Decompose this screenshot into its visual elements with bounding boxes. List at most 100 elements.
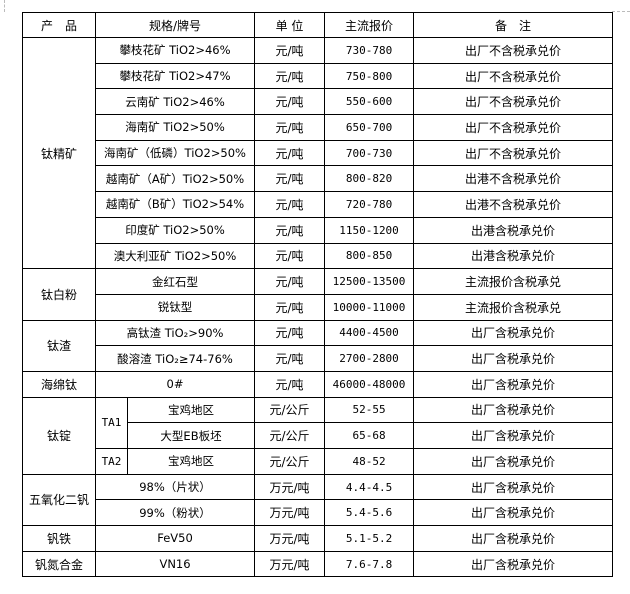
spec-cell: 海南矿（低磷）TiO2>50% (94, 139, 256, 167)
product-cell: 钛渣 (22, 319, 96, 372)
price-cell: 7.6-7.8 (324, 550, 415, 578)
product-cell: 五氧化二钒 (22, 473, 96, 527)
unit-cell: 元/吨 (254, 293, 326, 321)
unit-cell: 元/吨 (254, 242, 326, 270)
unit-cell: 元/公斤 (254, 396, 326, 424)
table-row: 钛渣 高钛渣 TiO₂>90% 元/吨 4400-4500 出厂含税承兑价 (22, 319, 614, 372)
note-cell: 出厂含税承兑价 (413, 473, 614, 501)
unit-cell: 元/吨 (254, 139, 326, 167)
product-cell: 钒氮合金 (22, 550, 96, 578)
note-cell: 出厂含税承兑价 (413, 525, 614, 552)
spec-cell: 锐钛型 (94, 293, 256, 321)
price-cell: 2700-2800 (324, 345, 415, 372)
spec-cell: 金红石型 (94, 268, 256, 295)
price-cell: 730-780 (324, 37, 415, 64)
price-cell: 4400-4500 (324, 319, 415, 347)
spec-cell: 大型EB板坯 (126, 422, 256, 449)
header-spec: 规格/牌号 (94, 12, 256, 38)
note-cell: 出厂含税承兑价 (413, 422, 614, 449)
unit-cell: 元/吨 (254, 114, 326, 141)
spec-cell: 攀枝花矿 TiO2>46% (94, 37, 256, 64)
note-cell: 出厂不含税承兑价 (413, 139, 614, 167)
price-cell: 12500-13500 (324, 268, 415, 295)
unit-cell: 元/吨 (254, 62, 326, 90)
note-cell: 出港不含税承兑价 (413, 165, 614, 193)
note-cell: 主流报价含税承兑 (413, 293, 614, 321)
spec-cell: 云南矿 TiO2>46% (94, 88, 256, 116)
table-row: 印度矿 TiO2>50% 元/吨 1150-1200 出港含税承兑价 (23, 216, 614, 244)
price-cell: 720-780 (324, 191, 415, 218)
product-cell: 钒铁 (22, 525, 96, 552)
note-cell: 出港不含税承兑价 (413, 191, 614, 218)
price-cell: 5.4-5.6 (324, 499, 415, 527)
spec-cell: 印度矿 TiO2>50% (94, 216, 256, 244)
spec-cell: 宝鸡地区 (126, 448, 256, 475)
note-cell: 出厂不含税承兑价 (413, 88, 614, 116)
product-cell: 钛锭 (22, 396, 96, 475)
table-row: 钛锭 TA1 宝鸡地区 元/公斤 52-55 出厂含税承兑价 (22, 396, 614, 475)
unit-cell: 元/吨 (254, 370, 326, 398)
spec-cell: 酸溶渣 TiO₂≥74-76% (94, 345, 256, 372)
price-cell: 48-52 (324, 448, 415, 475)
spec-cell: 攀枝花矿 TiO2>47% (94, 62, 256, 90)
spec-cell: 宝鸡地区 (126, 396, 256, 424)
product-cell: 钛精矿 (22, 36, 96, 270)
unit-cell: 万元/吨 (254, 525, 326, 552)
price-cell: 1150-1200 (324, 216, 415, 244)
table-row: 钒铁 FeV50 万元/吨 5.1-5.2 出厂含税承兑价 (22, 525, 614, 552)
spec-cell: 澳大利亚矿 TiO2>50% (94, 242, 256, 270)
spec-cell: 99%（粉状） (94, 499, 256, 527)
grade-cell: TA2 (95, 448, 128, 475)
spec-cell: VN16 (94, 550, 256, 578)
header-product: 产 品 (22, 12, 96, 38)
unit-cell: 万元/吨 (254, 473, 326, 501)
header-price: 主流报价 (324, 12, 415, 38)
table-row: 云南矿 TiO2>46% 元/吨 550-600 出厂不含税承兑价 (23, 88, 614, 116)
table-row: 钛白粉 金红石型 元/吨 12500-13500 主流报价含税承兑 (22, 268, 614, 321)
table-row: 海绵钛 0# 元/吨 46000-48000 出厂含税承兑价 (22, 370, 614, 398)
unit-cell: 元/吨 (254, 191, 326, 218)
table-row: 澳大利亚矿 TiO2>50% 元/吨 800-850 出港含税承兑价 (23, 242, 614, 270)
table-row: 越南矿（B矿）TiO2>54% 元/吨 720-780 出港不含税承兑价 (23, 191, 614, 218)
unit-cell: 万元/吨 (254, 550, 326, 578)
price-cell: 52-55 (324, 396, 415, 424)
price-table: 产 品 规格/牌号 单 位 主流报价 备 注 钛精矿 攀枝花矿 TiO2>46% 元… (22, 12, 614, 578)
price-cell: 65-68 (324, 422, 415, 449)
note-cell: 出厂含税承兑价 (413, 370, 614, 398)
price-cell: 750-800 (324, 62, 415, 90)
unit-cell: 元/吨 (254, 165, 326, 193)
note-cell: 出厂含税承兑价 (413, 448, 614, 475)
table-row: 攀枝花矿 TiO2>47% 元/吨 750-800 出厂不含税承兑价 (23, 62, 614, 90)
unit-cell: 元/公斤 (254, 422, 326, 449)
unit-cell: 元/吨 (254, 268, 326, 295)
price-cell: 800-820 (324, 165, 415, 193)
unit-cell: 元/吨 (254, 319, 326, 347)
note-cell: 出厂含税承兑价 (413, 499, 614, 527)
table-row: 五氧化二钒 98%（片状） 万元/吨 4.4-4.5 出厂含税承兑价 (22, 473, 614, 527)
note-cell: 出港含税承兑价 (413, 242, 614, 270)
spec-cell: FeV50 (94, 525, 256, 552)
note-cell: 出厂含税承兑价 (413, 550, 614, 578)
price-cell: 5.1-5.2 (324, 525, 415, 552)
unit-cell: 元/吨 (254, 88, 326, 116)
price-cell: 650-700 (324, 114, 415, 141)
note-cell: 出厂含税承兑价 (413, 396, 614, 424)
table-row: 海南矿（低磷）TiO2>50% 元/吨 700-730 出厂不含税承兑价 (23, 139, 614, 167)
note-cell: 出厂不含税承兑价 (413, 114, 614, 141)
note-cell: 出厂不含税承兑价 (413, 37, 614, 64)
spec-cell: 98%（片状） (94, 473, 256, 501)
table-row: 钛精矿 攀枝花矿 TiO2>46% 元/吨 730-780 出厂不含税承兑价 (22, 36, 614, 270)
table-row: 大型EB板坯 元/公斤 65-68 出厂含税承兑价 (23, 422, 614, 449)
spec-cell: 越南矿（A矿）TiO2>50% (94, 165, 256, 193)
table-row: 钒氮合金 VN16 万元/吨 7.6-7.8 出厂含税承兑价 (22, 550, 614, 578)
table-row: 越南矿（A矿）TiO2>50% 元/吨 800-820 出港不含税承兑价 (23, 165, 614, 193)
note-cell: 主流报价含税承兑 (413, 268, 614, 295)
table-row: 海南矿 TiO2>50% 元/吨 650-700 出厂不含税承兑价 (23, 114, 614, 141)
note-cell: 出厂不含税承兑价 (413, 62, 614, 90)
note-cell: 出厂含税承兑价 (413, 345, 614, 372)
header-unit: 单 位 (254, 12, 326, 38)
price-cell: 10000-11000 (324, 293, 415, 321)
note-cell: 出厂含税承兑价 (413, 319, 614, 347)
header-note: 备 注 (413, 12, 614, 38)
page-corner-mark (612, 11, 630, 12)
